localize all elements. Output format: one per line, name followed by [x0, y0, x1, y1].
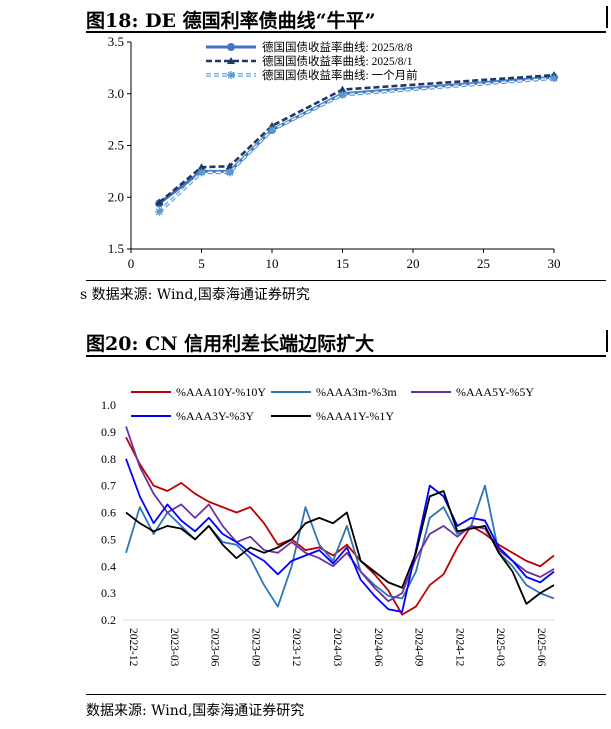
legend-label: 德国国债收益率曲线: 一个月前 [262, 68, 418, 82]
data-point [227, 57, 235, 64]
right-edge-marker-1 [606, 6, 608, 28]
data-point [197, 163, 206, 171]
series-line-inner [158, 77, 555, 213]
data-point [225, 162, 234, 170]
legend-label: %AAA10Y-%10Y [176, 385, 266, 399]
x-tick-label: 20 [407, 256, 420, 271]
y-tick-label: 0.2 [101, 613, 116, 627]
x-tick-label: 15 [336, 256, 349, 271]
series-line [125, 426, 555, 603]
x-tick-label: 2023-03 [168, 628, 180, 667]
right-edge-marker-2 [606, 330, 608, 352]
series-line [125, 490, 555, 605]
series-line [125, 484, 555, 608]
legend-label: %AAA5Y-%5Y [456, 385, 534, 399]
legend-label: %AAA1Y-%1Y [316, 409, 394, 423]
data-point [227, 71, 235, 79]
y-tick-label: 2.5 [108, 138, 124, 153]
x-tick-label: 5 [198, 256, 205, 271]
x-tick-label: 25 [477, 256, 490, 271]
figure-18-bottom-rule [86, 280, 606, 281]
figure-20-bottom-rule [86, 694, 606, 695]
figure-20-top-rule [86, 355, 606, 357]
y-tick-label: 0.3 [101, 586, 116, 600]
x-tick-label: 10 [266, 256, 279, 271]
y-tick-label: 2.0 [108, 189, 124, 204]
y-tick-label: 1.5 [108, 241, 124, 256]
legend-label: %AAA3Y-%3Y [176, 409, 254, 423]
x-tick-label: 2025-06 [535, 628, 547, 667]
series-line [158, 73, 555, 204]
x-tick-label: 30 [548, 256, 561, 271]
figure-18-source: s 数据来源: Wind,国泰海通证券研究 [80, 287, 310, 303]
figure-20-title: 图20: CN 信用利差长端边际扩大 [86, 333, 375, 355]
y-tick-label: 3.5 [108, 34, 124, 49]
data-point [268, 125, 276, 134]
legend-label: %AAA3m-%3m [316, 385, 397, 399]
data-point [155, 198, 164, 206]
x-tick-label: 2023-09 [249, 628, 261, 667]
y-tick-label: 1.0 [101, 398, 116, 412]
y-tick-label: 0.9 [101, 425, 116, 439]
y-tick-label: 0.7 [101, 479, 116, 493]
figure-20-chart: 0.2 0.3 0.4 0.5 0.6 0.7 0.8 0.9 1.0 2022-12 2023-0… [101, 385, 555, 667]
x-tick-label: 2024-12 [453, 628, 465, 667]
data-point [225, 168, 234, 177]
series-line [158, 76, 555, 214]
data-point [197, 168, 206, 177]
series-line [125, 436, 555, 616]
series-line [158, 75, 555, 205]
figure-18-title: 图18: DE 德国利率债曲线“牛平” [86, 10, 376, 32]
x-tick-label: 0 [128, 256, 135, 271]
x-tick-label: 2025-03 [494, 628, 506, 667]
figure-18-top-rule [86, 31, 606, 33]
figure-18-chart: 1.5 2.0 2.5 3.0 3.5 0 5 10 15 20 25 30 德国国债收益率曲线: 20… [108, 34, 561, 271]
y-tick-label: 0.8 [101, 452, 116, 466]
y-tick-label: 0.5 [101, 532, 116, 546]
x-tick-label: 2023-06 [209, 628, 221, 667]
data-point [550, 74, 558, 83]
legend-label: 德国国债收益率曲线: 2025/8/8 [262, 40, 413, 54]
data-point [155, 207, 164, 216]
x-tick-label: 2022-12 [127, 628, 139, 667]
x-tick-label: 2024-06 [372, 628, 384, 667]
data-point [338, 85, 347, 93]
y-tick-label: 3.0 [108, 86, 124, 101]
data-point [338, 90, 347, 99]
x-tick-label: 2024-03 [331, 628, 343, 667]
y-tick-label: 0.6 [101, 506, 116, 520]
series-line [125, 458, 555, 613]
y-tick-label: 0.4 [101, 559, 116, 573]
data-point [227, 43, 235, 51]
figure-20-source: 数据来源: Wind,国泰海通证券研究 [86, 703, 305, 719]
x-tick-label: 2023-12 [290, 628, 302, 667]
legend-label: 德国国债收益率曲线: 2025/8/1 [262, 54, 413, 68]
x-tick-label: 2024-09 [413, 628, 425, 667]
